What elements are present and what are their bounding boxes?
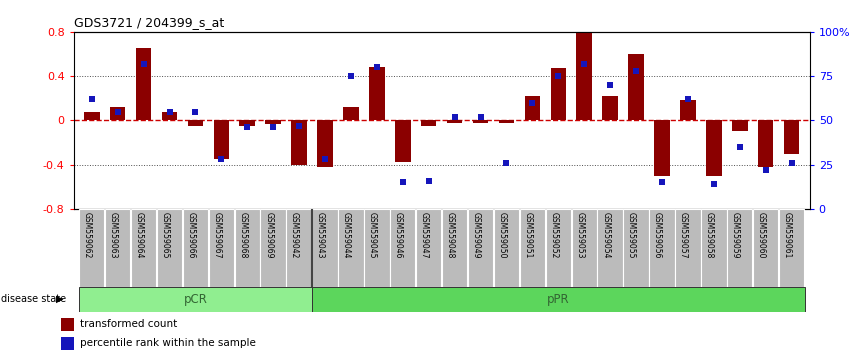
Text: GSM559048: GSM559048 [446,212,455,258]
Bar [753,209,779,287]
Text: GSM559067: GSM559067 [212,212,222,258]
Bar [261,209,286,287]
Text: GSM559064: GSM559064 [134,212,144,258]
Bar [79,209,105,287]
Bar [84,112,100,120]
Text: GSM559062: GSM559062 [83,212,92,258]
Text: pCR: pCR [184,293,207,306]
Text: GSM559057: GSM559057 [679,212,688,258]
Bar [157,209,182,287]
Text: GSM559049: GSM559049 [472,212,481,258]
Text: GSM559068: GSM559068 [238,212,248,258]
Bar [291,120,307,165]
Bar [214,120,229,159]
Bar [520,209,545,287]
Bar [188,120,204,126]
Text: GSM559042: GSM559042 [290,212,299,258]
Bar [421,120,436,126]
Bar [551,68,566,120]
Text: GSM559047: GSM559047 [420,212,429,258]
Bar [603,96,618,120]
Bar [680,101,695,120]
Bar [675,209,701,287]
Bar [110,107,126,120]
Text: GSM559053: GSM559053 [575,212,585,258]
Bar [313,209,338,287]
Text: GSM559044: GSM559044 [342,212,351,258]
Bar [265,120,281,124]
Bar [442,209,468,287]
Text: disease state: disease state [1,294,66,304]
Bar [577,32,592,120]
Bar [235,209,260,287]
Bar [598,209,623,287]
Bar [61,318,74,331]
Bar [727,209,753,287]
Text: GSM559054: GSM559054 [601,212,611,258]
Text: GSM559050: GSM559050 [497,212,507,258]
Bar [628,54,643,120]
Bar [499,120,514,122]
Bar [61,337,74,350]
Text: GSM559061: GSM559061 [783,212,792,258]
Text: GSM559063: GSM559063 [108,212,118,258]
Bar [339,209,364,287]
Bar [546,209,571,287]
Bar [390,209,416,287]
Text: transformed count: transformed count [80,319,177,329]
Text: ▶: ▶ [56,294,64,304]
Text: GSM559052: GSM559052 [549,212,559,258]
Text: percentile rank within the sample: percentile rank within the sample [80,338,255,348]
Bar [525,96,540,120]
Text: GSM559045: GSM559045 [368,212,377,258]
Bar [365,209,390,287]
Bar [162,112,178,120]
Bar [624,209,649,287]
Text: GSM559059: GSM559059 [731,212,740,258]
Bar [447,120,462,122]
Bar [312,287,805,312]
Bar [79,287,312,312]
Bar [416,209,442,287]
Bar [395,120,410,162]
Bar [494,209,519,287]
Bar [209,209,234,287]
Bar [240,120,255,126]
Text: GSM559066: GSM559066 [186,212,196,258]
Text: GSM559069: GSM559069 [264,212,273,258]
Bar [779,209,805,287]
Bar [183,209,208,287]
Bar [343,107,359,120]
Bar [572,209,597,287]
Bar [701,209,727,287]
Text: GSM559060: GSM559060 [757,212,766,258]
Bar [784,120,799,154]
Bar [287,209,312,287]
Text: GSM559043: GSM559043 [316,212,325,258]
Bar [706,120,721,176]
Bar [758,120,773,167]
Bar [317,120,333,167]
Bar [650,209,675,287]
Bar [369,67,385,120]
Text: GSM559058: GSM559058 [705,212,714,258]
Text: GSM559056: GSM559056 [653,212,662,258]
Text: GSM559055: GSM559055 [627,212,636,258]
Bar [131,209,156,287]
Bar [468,209,494,287]
Bar [732,120,747,131]
Text: GSM559065: GSM559065 [160,212,170,258]
Text: GSM559046: GSM559046 [394,212,403,258]
Text: pPR: pPR [547,293,570,306]
Bar [654,120,669,176]
Text: GDS3721 / 204399_s_at: GDS3721 / 204399_s_at [74,16,223,29]
Bar [473,120,488,122]
Bar [105,209,131,287]
Bar [136,48,152,120]
Text: GSM559051: GSM559051 [523,212,533,258]
